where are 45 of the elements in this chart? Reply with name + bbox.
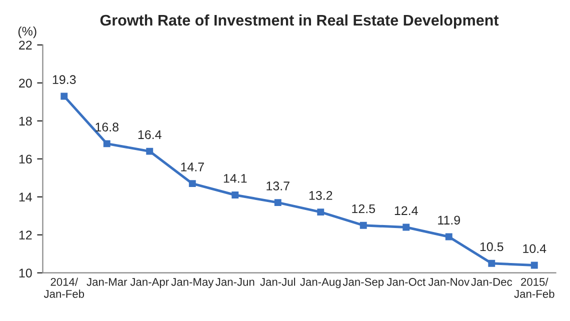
- x-tick-label: Jan-Apr: [130, 278, 169, 288]
- x-tick-label: Jan-Nov: [428, 278, 470, 286]
- point: [146, 148, 154, 155]
- data-label: 19.3: [52, 75, 76, 84]
- point: [317, 208, 324, 216]
- x-tick-label: Jan-Sep: [342, 278, 384, 288]
- data-label: 13.2: [309, 191, 332, 200]
- data-label: 11.9: [438, 216, 460, 225]
- y-tick-label: 20: [19, 78, 32, 88]
- x-tick-label: Jan-Oct: [386, 278, 426, 286]
- x-tick-label: 2014/ Jan-Feb: [44, 278, 84, 298]
- point: [488, 260, 496, 267]
- x-tick-label: Jan-Dec: [471, 278, 512, 286]
- data-label: 16.8: [96, 122, 118, 132]
- x-tick-label: Jan-Aug: [300, 278, 341, 288]
- point: [188, 180, 196, 188]
- point: [103, 140, 110, 148]
- point: [60, 92, 68, 100]
- y-tick-label: 12: [19, 230, 32, 240]
- x-tick-label: 2015/ Jan-Feb: [514, 278, 554, 298]
- data-label: 13.7: [266, 182, 290, 190]
- point: [274, 199, 282, 206]
- x-tick-label: Jan-May: [171, 278, 214, 288]
- point: [232, 192, 239, 198]
- data-label: 16.4: [138, 130, 162, 140]
- point: [402, 224, 410, 231]
- y-tick-label: 22: [19, 40, 32, 50]
- data-label: 14.1: [224, 174, 247, 183]
- data-label: 10.5: [480, 242, 504, 252]
- y-tick-label: 14: [19, 192, 32, 202]
- data-label: 14.7: [181, 162, 204, 172]
- point: [445, 233, 452, 240]
- data-label: 12.5: [352, 204, 376, 214]
- point: [530, 262, 538, 269]
- point: [360, 222, 367, 229]
- y-tick-label: 18: [19, 116, 32, 126]
- chart-title: Growth Rate of Investment in Real Estate Development: [100, 14, 499, 29]
- x-tick-label: Jan-Jun: [216, 278, 254, 286]
- data-label: 12.4: [394, 206, 418, 215]
- data-label: 10.4: [523, 244, 546, 254]
- y-tick-label: 16: [19, 154, 32, 164]
- y-tick-label: 10: [19, 268, 32, 278]
- x-tick-label: Jan-Jul: [260, 278, 296, 286]
- y-axis-title: (%): [18, 26, 36, 38]
- x-tick-label: Jan-Mar: [86, 278, 128, 286]
